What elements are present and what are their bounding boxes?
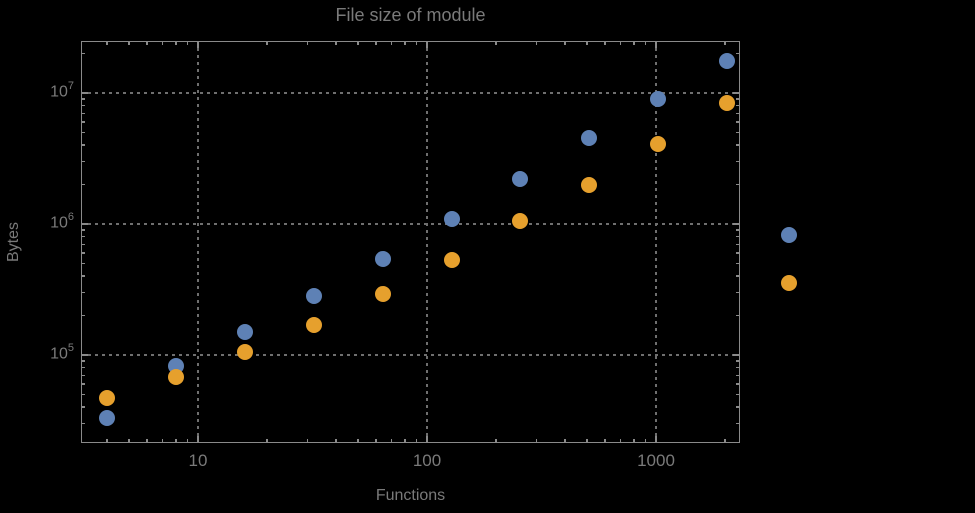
blue-data-point (780, 226, 797, 243)
y-tick-label-10e7: 107 (50, 80, 74, 101)
chart-title: File size of module (335, 5, 486, 25)
x-tick-label-10: 10 (188, 451, 208, 470)
y-tick-exponent: 7 (67, 80, 74, 92)
x-tick-label-1000: 1000 (637, 451, 675, 470)
orange-data-point (780, 274, 797, 291)
y-tick-exponent: 6 (67, 211, 74, 223)
y-tick-label-10e5: 105 (50, 342, 74, 363)
x-axis-title: Functions (375, 487, 446, 504)
y-axis-title: Bytes (5, 221, 22, 263)
x-tick-label-100: 100 (412, 451, 442, 470)
plot-frame (81, 41, 740, 443)
y-tick-exponent: 5 (67, 342, 74, 354)
